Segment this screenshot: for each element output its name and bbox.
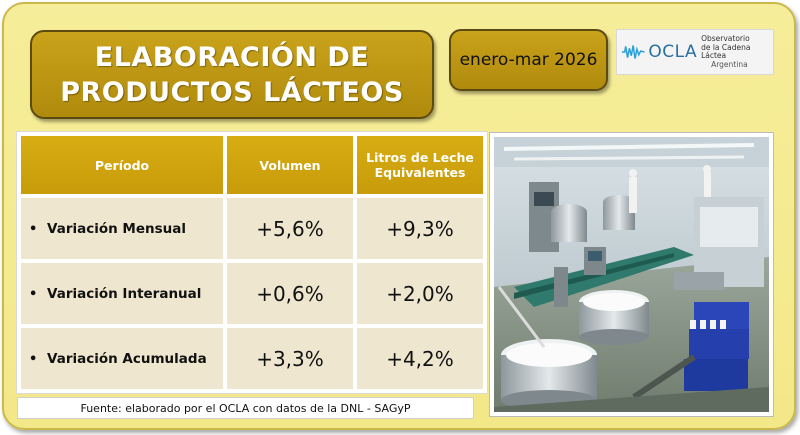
litros-value: +2,0% — [357, 263, 483, 324]
title-line-1: ELABORACIÓN DE — [94, 41, 370, 73]
row-label: • Variación Interanual — [21, 263, 223, 324]
table-row: • Variación Interanual +0,6% +2,0% — [21, 263, 483, 324]
logo-line-2: de la Cadena Láctea — [701, 42, 751, 60]
litros-value: +4,2% — [357, 328, 483, 389]
row-label-text: Variación Mensual — [47, 220, 187, 237]
stats-table: Período Volumen Litros de Leche Equivale… — [16, 131, 488, 394]
table-header-row: Período Volumen Litros de Leche Equivale… — [21, 136, 483, 194]
period-badge: enero-mar 2026 — [449, 29, 608, 91]
table-row: • Variación Mensual +5,6% +9,3% — [21, 198, 483, 259]
dairy-plant-photo — [490, 133, 773, 416]
header-periodo: Período — [21, 136, 223, 194]
title-box: ELABORACIÓN DE PRODUCTOS LÁCTEOS — [30, 30, 434, 119]
volumen-value: +5,6% — [227, 198, 353, 259]
volumen-value: +0,6% — [227, 263, 353, 324]
litros-value: +9,3% — [357, 198, 483, 259]
row-label-text: Variación Acumulada — [47, 350, 207, 367]
logo-subtitle: Observatorio de la Cadena Láctea Argenti… — [701, 34, 773, 69]
logo-line-1: Observatorio — [701, 34, 750, 43]
volumen-value: +3,3% — [227, 328, 353, 389]
dairy-plant-illustration — [494, 137, 769, 412]
header-litros: Litros de Leche Equivalentes — [357, 136, 483, 194]
title-line-2: PRODUCTOS LÁCTEOS — [60, 76, 404, 108]
logo-line-3: Argentina — [711, 59, 748, 69]
source-note: Fuente: elaborado por el OCLA con datos … — [17, 397, 474, 419]
row-label: • Variación Acumulada — [21, 328, 223, 389]
logo-wordmark: OCLA — [648, 42, 698, 62]
ocla-logo: OCLA Observatorio de la Cadena Láctea Ar… — [616, 29, 774, 75]
row-label: • Variación Mensual — [21, 198, 223, 259]
row-label-text: Variación Interanual — [47, 285, 202, 302]
wave-icon — [621, 45, 645, 59]
table-row: • Variación Acumulada +3,3% +4,2% — [21, 328, 483, 389]
header-volumen: Volumen — [227, 136, 353, 194]
